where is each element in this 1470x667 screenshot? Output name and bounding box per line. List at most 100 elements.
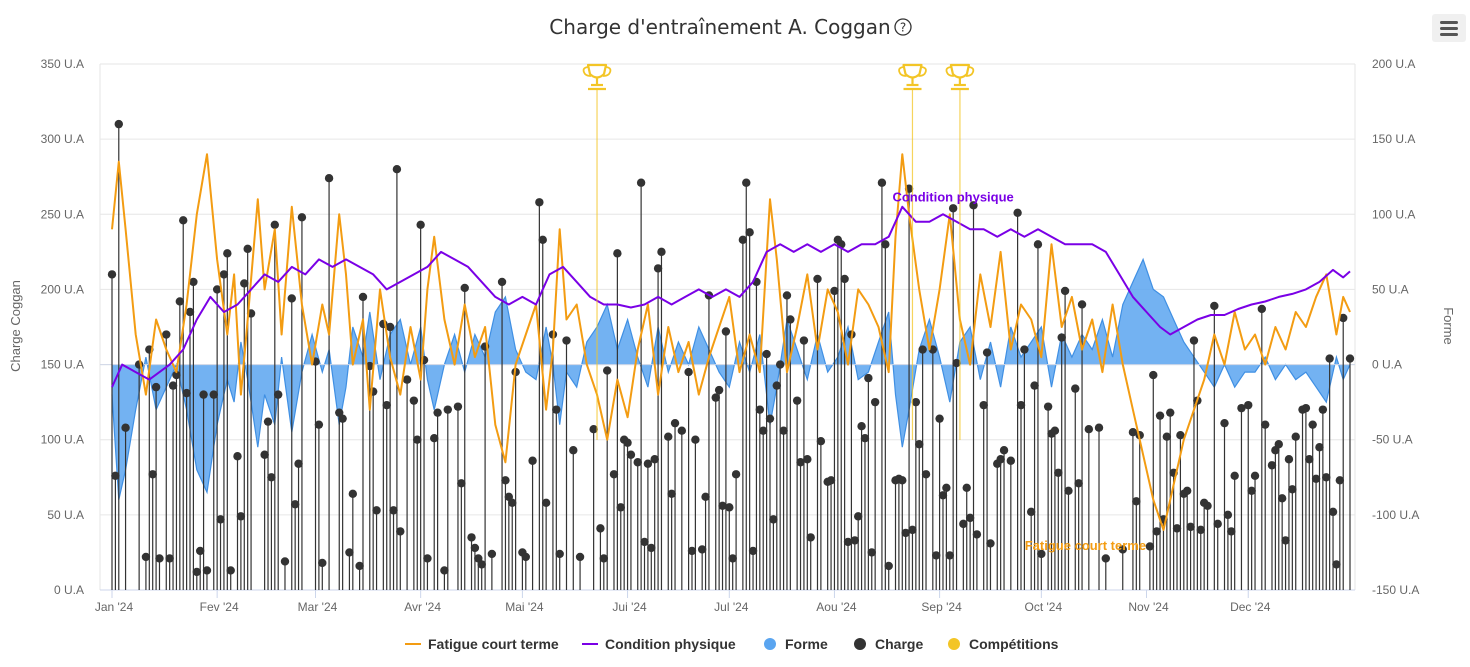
legend-label: Charge [875,636,923,652]
charge-point [915,440,924,449]
charge-point [453,402,463,411]
legend-item-charge[interactable]: Charge [854,636,923,652]
competitions-series [582,63,975,440]
charge-point [1277,494,1287,503]
legend-item-forme[interactable]: Forme [764,636,828,652]
charge-point [1257,304,1267,314]
charge-point [762,349,771,359]
charge-point [1094,423,1104,432]
y-left-tick-label: 200 U.A [41,282,84,296]
charge-point [799,336,809,345]
charge-point [216,515,225,524]
legend-item-condition[interactable]: Condition physique [582,636,736,652]
charge-point [911,397,921,407]
charge-point [1033,240,1043,249]
charge-point [1054,468,1063,477]
forme-area [100,257,1355,500]
charge-point [1101,554,1110,563]
charge-point [1261,420,1270,429]
charge-point [562,336,571,345]
charge-point [202,566,212,575]
charge-point [748,546,758,556]
charge-point [1182,486,1192,496]
charge-point [175,297,185,306]
charge-point [731,470,741,479]
x-tick-label: Jul '24 [714,600,749,614]
series-annotation: Fatigue court terme [1025,538,1146,553]
charge-point [965,513,975,523]
y-left-tick-label: 50 U.A [47,508,84,522]
charge-point [535,198,544,207]
charge-point [297,213,307,222]
charge-point [1220,418,1229,428]
charge-point [745,228,754,237]
y-right-tick-label: -150 U.A [1372,583,1419,597]
charge-point [402,375,412,384]
charge-point [701,492,710,502]
charge-point [382,400,391,410]
charge-series [107,119,1355,590]
charge-point [952,358,961,368]
charge-point [1071,384,1080,393]
y-left-tick-label: 300 U.A [41,132,84,146]
charge-point [843,537,853,547]
x-tick-label: Jan '24 [95,600,134,614]
y-right-tick-label: 50 U.A [1372,282,1409,296]
charge-point [1016,400,1026,410]
charge-point [1315,443,1324,452]
charge-point [1244,400,1253,410]
charge-point [603,366,612,375]
charge-point [1281,536,1290,545]
charge-point [168,381,178,390]
charge-point [355,561,364,571]
charge-point [212,285,222,294]
charge-point [114,119,123,129]
charge-point [233,452,242,461]
y-left-tick-label: 350 U.A [41,57,84,71]
charge-point [240,279,249,288]
charge-point [1308,420,1317,429]
charge-point [1189,336,1199,345]
charge-point [623,438,632,447]
charge-point [324,174,334,183]
charge-point [430,434,439,443]
charge-point [521,552,530,562]
charge-point [243,244,252,254]
charge-point [423,554,432,563]
series-annotation: Condition physique [892,189,1013,204]
charge-point [667,489,676,499]
charge-point [443,405,452,414]
charge-point [647,543,656,553]
charge-point [816,437,826,446]
charge-point [209,390,218,399]
charge-point [569,446,578,455]
legend-swatch [854,638,866,650]
y-right-tick-label: -100 U.A [1372,508,1419,522]
line-series [111,153,1351,531]
x-tick-label: Sep '24 [921,600,962,614]
charge-point [141,552,151,562]
legend-swatch [948,638,960,650]
charge-point [121,423,130,432]
charge-point [416,220,425,230]
charge-point [1043,402,1053,411]
charge-point [470,543,480,553]
charge-point [1328,507,1338,517]
legend-item-fatigue[interactable]: Fatigue court terme [405,636,559,652]
charge-point [1013,208,1022,217]
charge-point [684,367,693,377]
charge-point [830,286,839,296]
charge-point [287,294,296,303]
charge-point [392,165,402,174]
legend-item-competitions[interactable]: Compétitions [948,636,1059,652]
charge-point [1301,403,1311,413]
help-icon[interactable]: ? [894,18,912,36]
chart-title: Charge d'entraînement A. Coggan [549,15,890,39]
charge-point [806,533,815,542]
charge-point [111,471,120,480]
chart-menu-icon[interactable] [1432,14,1466,42]
y-left-tick-label: 250 U.A [41,207,84,221]
charge-point [273,390,283,399]
charge-point [779,426,788,435]
